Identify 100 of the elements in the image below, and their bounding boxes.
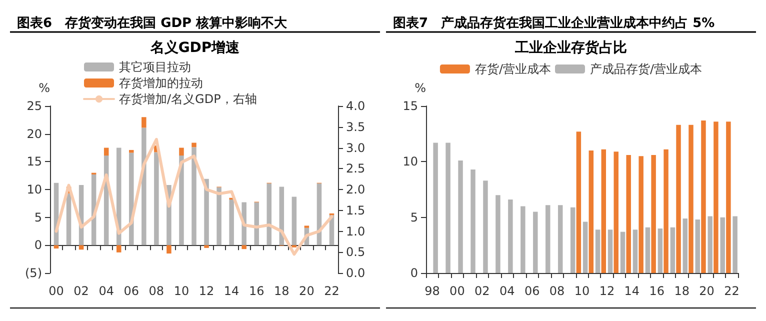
x-tick-label: 10 — [174, 284, 190, 298]
bar — [582, 222, 588, 273]
bar — [708, 216, 712, 273]
legend-label: 产成品存货/营业成本 — [590, 62, 702, 76]
bar — [508, 200, 513, 273]
legend-label: 其它项目拉动 — [119, 60, 191, 74]
bar — [664, 149, 668, 273]
bar — [695, 220, 700, 273]
bar — [608, 230, 613, 273]
x-tick-label: 20 — [299, 284, 314, 298]
y-tick-label: 15 — [402, 99, 418, 113]
chart-title: 图表6 存货变动在我国 GDP 核算中影响不大 — [17, 15, 288, 31]
bar — [645, 227, 650, 273]
bar — [651, 154, 656, 273]
x-tick-label: 14 — [224, 284, 240, 298]
x-tick-label: 08 — [549, 284, 565, 298]
y-tick-label: (5) — [25, 266, 42, 280]
bar — [546, 205, 550, 273]
y-tick-label: 10 — [402, 154, 418, 169]
bar — [496, 195, 500, 273]
x-tick-label: 18 — [674, 284, 690, 298]
bar — [142, 128, 146, 246]
bar — [179, 148, 184, 156]
y-tick-label: 15 — [26, 154, 42, 169]
x-tick-label: 16 — [248, 284, 264, 298]
bar — [570, 207, 576, 273]
x-tick-label: 06 — [524, 284, 540, 298]
x-tick-label: 22 — [724, 284, 740, 298]
y2-tick-label: 1.0 — [346, 224, 366, 238]
x-tick-label: 04 — [499, 284, 515, 298]
bar — [204, 178, 209, 246]
bar — [446, 142, 450, 273]
y-tick-label: 10 — [26, 182, 42, 196]
chart-subtitle: 名义GDP增速 — [149, 39, 241, 56]
bar — [520, 206, 526, 273]
bar — [732, 216, 738, 273]
y2-tick-label: 3.0 — [346, 140, 366, 155]
x-tick-label: 22 — [324, 284, 340, 298]
bar — [588, 150, 594, 273]
bar — [154, 152, 159, 246]
chart-subtitle: 工业企业存货占比 — [514, 40, 627, 56]
bar — [483, 180, 488, 273]
line-series — [54, 138, 334, 256]
bar — [192, 142, 196, 148]
bar — [682, 218, 688, 273]
bar — [204, 245, 209, 248]
bar — [638, 156, 644, 273]
y2-tick-label: 4.0 — [346, 99, 366, 113]
bar — [129, 150, 134, 153]
legend-label: 存货/营业成本 — [474, 62, 552, 76]
bar — [576, 132, 582, 273]
x-tick-label: 06 — [124, 284, 140, 298]
y-tick-label: 5 — [34, 210, 42, 224]
bar — [626, 154, 631, 273]
x-tick-label: 20 — [699, 284, 714, 298]
bar — [670, 227, 676, 273]
y-tick-label: 0 — [410, 266, 418, 280]
bar — [116, 245, 122, 252]
y-tick-label: 5 — [410, 210, 418, 224]
bar — [688, 124, 694, 273]
bar — [533, 212, 538, 273]
y2-tick-label: 3.5 — [346, 120, 366, 134]
x-tick-label: 14 — [624, 284, 640, 298]
x-tick-label: 16 — [649, 284, 665, 298]
bar — [658, 228, 663, 273]
x-tick-label: 02 — [74, 284, 89, 298]
bar — [54, 245, 59, 249]
bar — [179, 156, 184, 246]
bar — [192, 147, 196, 246]
bar — [601, 149, 606, 273]
chart-title: 图表7 产成品存货在我国工业企业营业成本中约占 5% — [393, 15, 715, 31]
y-tick-label: 20 — [26, 126, 42, 141]
bar — [614, 152, 618, 273]
bar — [292, 196, 297, 246]
y-axis-title: % — [414, 81, 426, 95]
bar — [558, 205, 563, 273]
bar — [78, 245, 84, 250]
bar — [470, 169, 476, 273]
x-tick-label: 02 — [474, 284, 490, 298]
bar — [142, 117, 146, 128]
x-tick-label: 08 — [148, 284, 164, 298]
y2-tick-label: 0.0 — [346, 266, 366, 280]
y2-tick-label: 2.0 — [346, 182, 366, 196]
bar — [104, 148, 109, 156]
bar — [458, 160, 463, 273]
bar — [676, 124, 681, 273]
x-tick-label: 00 — [450, 284, 465, 298]
bar — [620, 232, 626, 273]
x-tick-label: 10 — [574, 284, 590, 298]
y2-tick-label: 2.5 — [346, 162, 366, 176]
bar — [720, 217, 725, 273]
x-tick-label: 12 — [198, 284, 214, 298]
bar — [254, 202, 259, 246]
bar — [726, 122, 731, 273]
bar — [595, 230, 600, 273]
bar — [242, 245, 246, 250]
x-tick-label: 18 — [274, 284, 290, 298]
x-tick-label: 04 — [98, 284, 114, 298]
y2-tick-label: 0.5 — [346, 245, 366, 260]
y-axis-title: % — [38, 81, 50, 95]
